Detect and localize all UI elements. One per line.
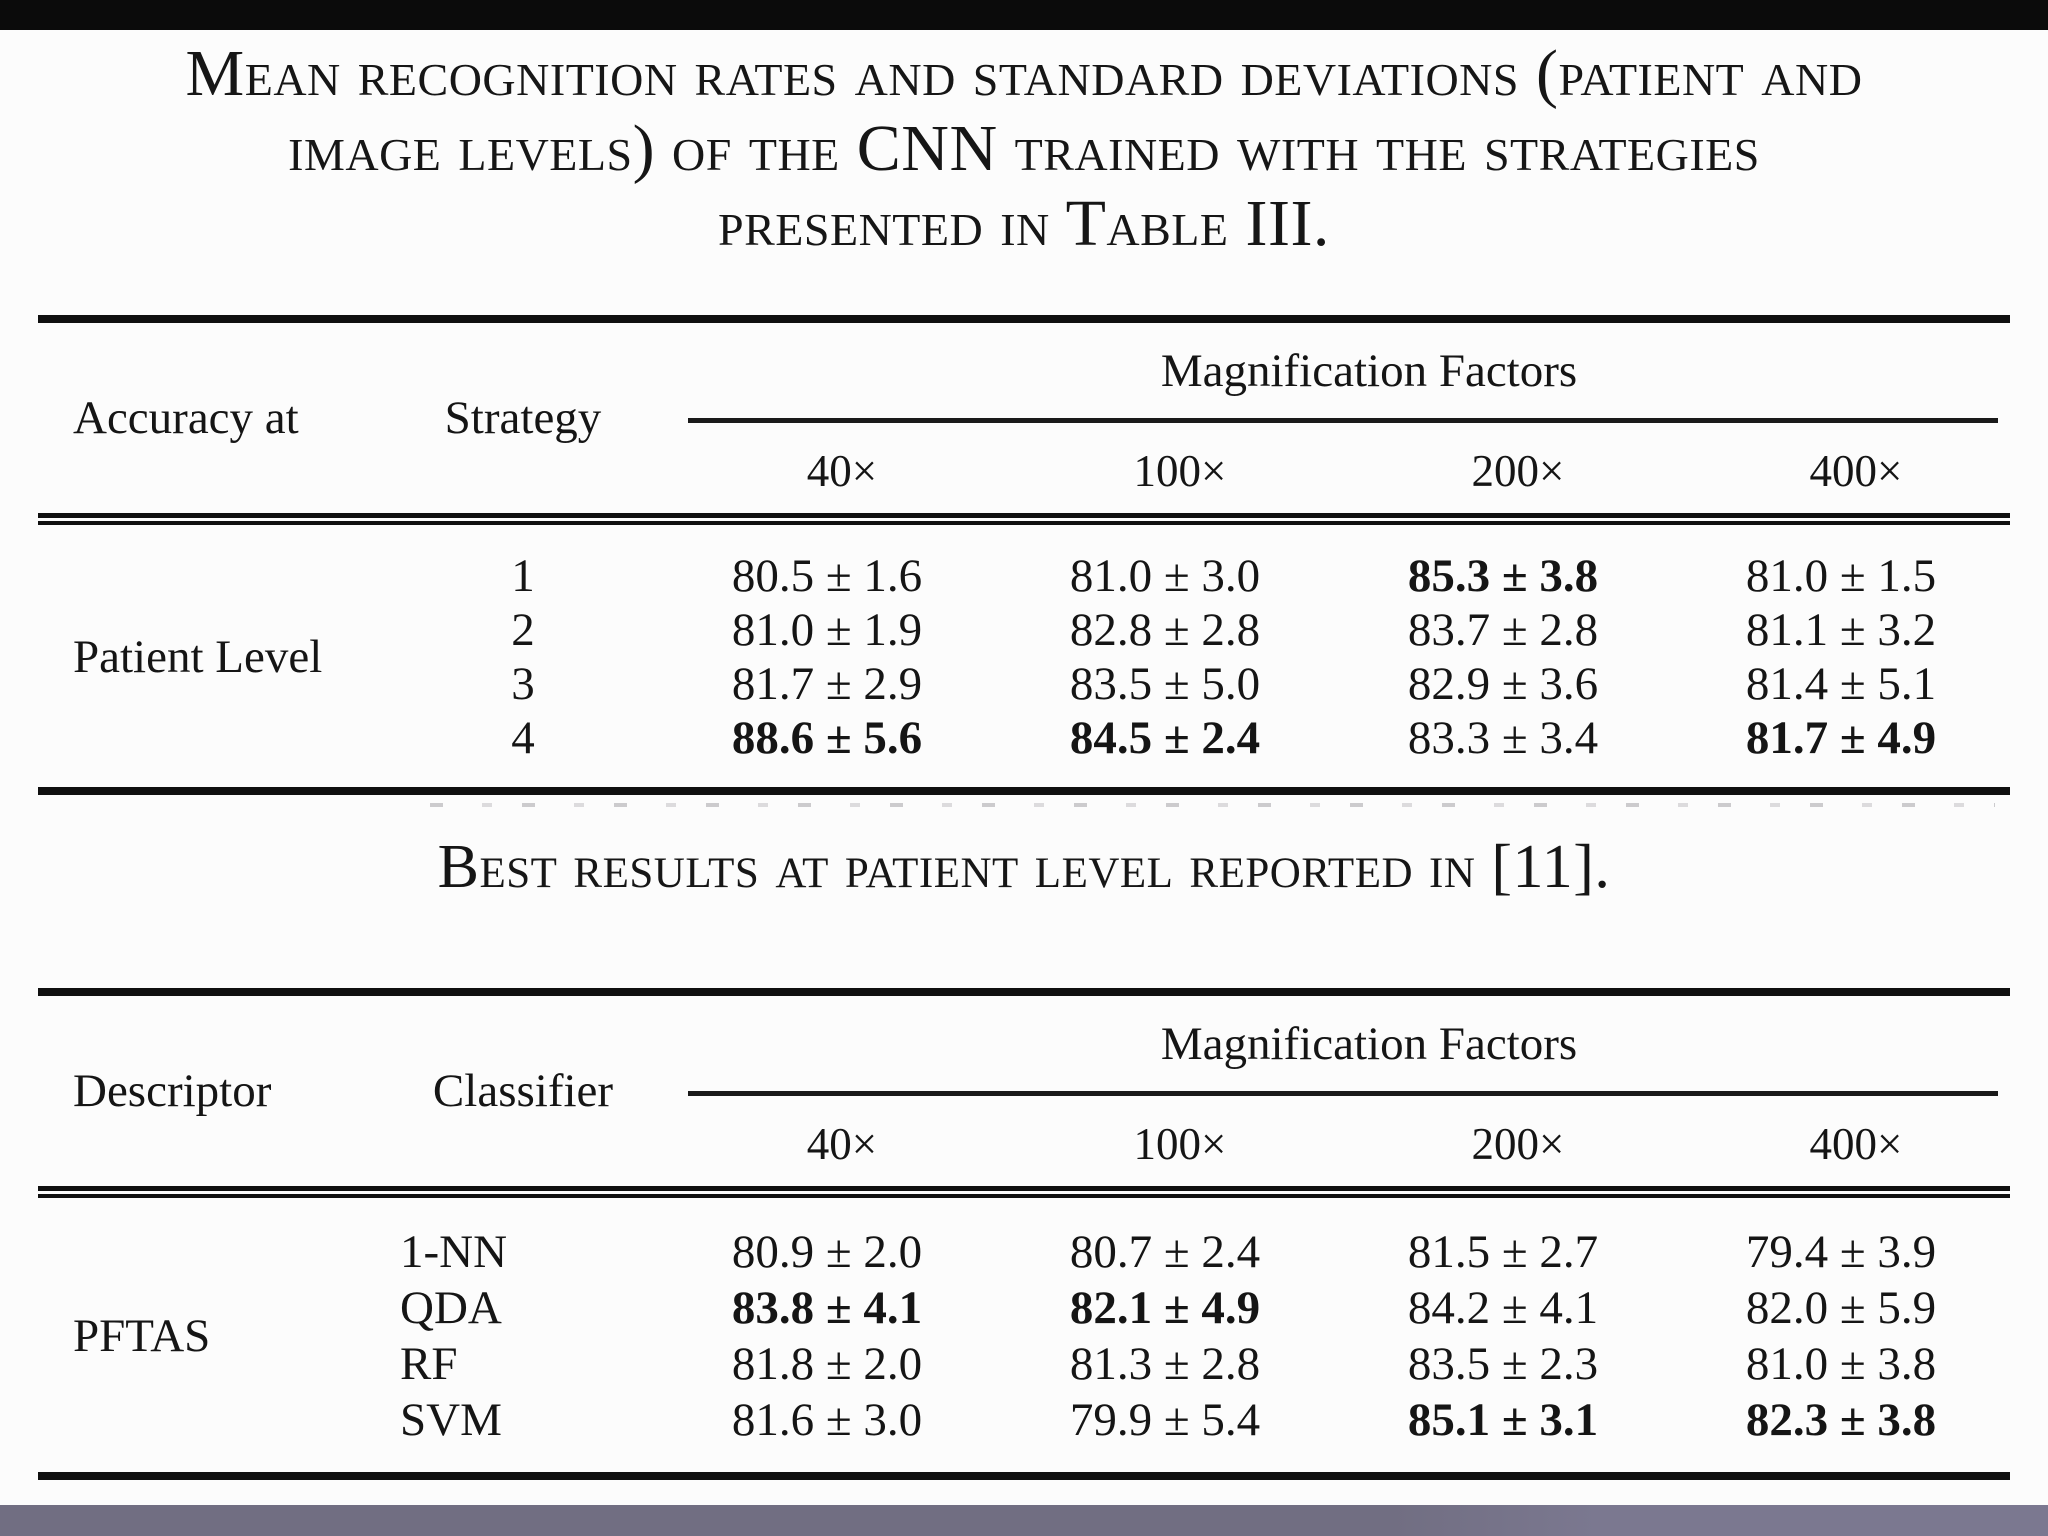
column-header-40x: 40× <box>806 1118 878 1169</box>
table-cell: 80.9 ± 2.0 <box>731 1226 923 1278</box>
table-cell: 81.0 ± 3.0 <box>1069 550 1261 602</box>
row-label-strategy-4: 4 <box>511 712 535 764</box>
column-header-400x: 400× <box>1809 1118 1903 1169</box>
table-cell: 82.8 ± 2.8 <box>1069 604 1261 656</box>
table-cell: 80.5 ± 1.6 <box>731 550 923 602</box>
table-cell: 83.3 ± 3.4 <box>1407 712 1599 764</box>
column-header-100x: 100× <box>1133 445 1227 496</box>
table-cell: 84.5 ± 2.4 <box>1069 712 1261 764</box>
row-label-svm: SVM <box>400 1394 502 1446</box>
table-pftas-baseline: Descriptor Classifier Magnification Fact… <box>38 988 2010 1480</box>
table-cell: 79.4 ± 3.9 <box>1745 1226 1937 1278</box>
column-header-accuracy-at: Accuracy at <box>73 392 299 444</box>
table-caption-middle: Best results at patient level reported i… <box>437 833 1611 901</box>
table-cell: 81.7 ± 4.9 <box>1745 712 1937 764</box>
row-label-strategy-1: 1 <box>511 550 535 602</box>
group-header-magnification-factors: Magnification Factors <box>1160 344 1578 397</box>
row-label-qda: QDA <box>400 1282 502 1334</box>
header-body-divider-rule <box>38 1186 2010 1198</box>
caption-line: image levels) of the CNN trained with th… <box>288 112 1760 185</box>
table-caption-top: Mean recognition rates and standard devi… <box>0 36 2048 261</box>
group-header-rule <box>688 418 1998 423</box>
column-header-descriptor: Descriptor <box>73 1065 272 1117</box>
row-label-rf: RF <box>400 1338 458 1390</box>
table-cell: 81.8 ± 2.0 <box>731 1338 923 1390</box>
table-cell: 81.0 ± 1.5 <box>1745 550 1937 602</box>
table-cell: 83.5 ± 5.0 <box>1069 658 1261 710</box>
table-cell: 81.0 ± 1.9 <box>731 604 923 656</box>
table-cell: 81.4 ± 5.1 <box>1745 658 1937 710</box>
column-header-200x: 200× <box>1471 1118 1565 1169</box>
table-cell: 84.2 ± 4.1 <box>1407 1282 1599 1334</box>
column-header-strategy: Strategy <box>444 392 602 444</box>
column-header-40x: 40× <box>806 445 878 496</box>
row-group-label-pftas: PFTAS <box>73 1310 211 1362</box>
table-cell: 81.0 ± 3.8 <box>1745 1338 1937 1390</box>
bottom-taskbar-strip <box>0 1505 2048 1536</box>
table-cell: 85.1 ± 3.1 <box>1407 1394 1599 1446</box>
table-cell: 80.7 ± 2.4 <box>1069 1226 1261 1278</box>
table-cell: 83.7 ± 2.8 <box>1407 604 1599 656</box>
row-group-label-patient-level: Patient Level <box>73 631 323 683</box>
top-black-bar <box>0 0 2048 30</box>
column-header-400x: 400× <box>1809 445 1903 496</box>
header-body-divider-rule <box>38 513 2010 525</box>
table-cnn-patient-level: Accuracy at Strategy Magnification Facto… <box>38 315 2010 795</box>
caption-line: Mean recognition rates and standard devi… <box>185 37 1863 110</box>
table-cell: 85.3 ± 3.8 <box>1407 550 1599 602</box>
table-cell: 82.0 ± 5.9 <box>1745 1282 1937 1334</box>
row-label-strategy-3: 3 <box>511 658 535 710</box>
group-header-rule <box>688 1091 1998 1096</box>
group-header-magnification-factors: Magnification Factors <box>1160 1017 1578 1070</box>
row-label-strategy-2: 2 <box>511 604 535 656</box>
table-cell: 81.6 ± 3.0 <box>731 1394 923 1446</box>
caption-line: presented in Table III. <box>718 187 1330 260</box>
table-cell: 82.1 ± 4.9 <box>1069 1282 1261 1334</box>
table-cell: 83.8 ± 4.1 <box>731 1282 923 1334</box>
table-cell: 82.9 ± 3.6 <box>1407 658 1599 710</box>
column-header-classifier: Classifier <box>432 1065 614 1117</box>
table-cell: 81.5 ± 2.7 <box>1407 1226 1599 1278</box>
table-cell: 79.9 ± 5.4 <box>1069 1394 1261 1446</box>
cropped-row-scan-artifact <box>430 803 1995 807</box>
column-header-100x: 100× <box>1133 1118 1227 1169</box>
table-cell: 81.3 ± 2.8 <box>1069 1338 1261 1390</box>
document-page <box>0 30 2048 1505</box>
table-cell: 88.6 ± 5.6 <box>731 712 923 764</box>
table-cell: 82.3 ± 3.8 <box>1745 1394 1937 1446</box>
table-cell: 81.1 ± 3.2 <box>1745 604 1937 656</box>
table-cell: 81.7 ± 2.9 <box>731 658 923 710</box>
table-cell: 83.5 ± 2.3 <box>1407 1338 1599 1390</box>
column-header-200x: 200× <box>1471 445 1565 496</box>
row-label-1nn: 1-NN <box>400 1226 508 1278</box>
